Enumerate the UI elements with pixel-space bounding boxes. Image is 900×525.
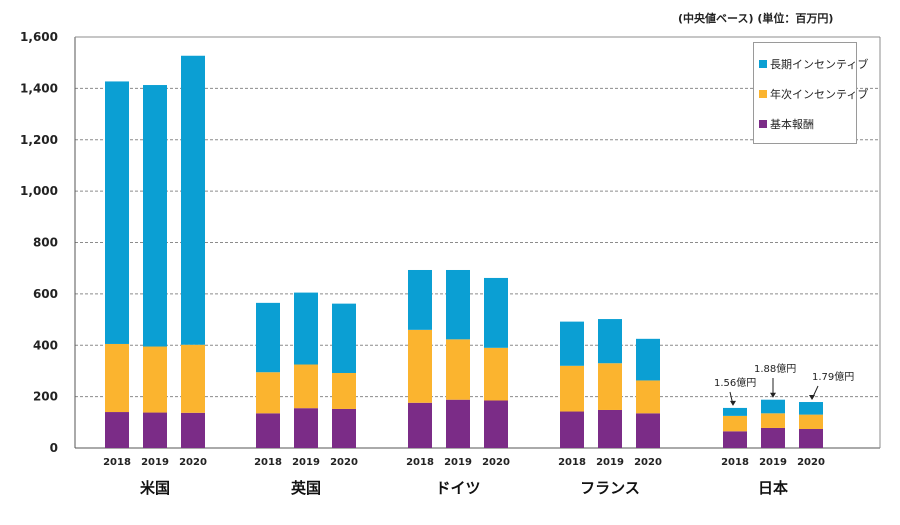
bar-segment-base: [484, 400, 508, 448]
bar-segment-long: [560, 321, 584, 366]
bar-segment-annual: [256, 372, 280, 414]
x-year-label: 2018: [558, 457, 586, 468]
x-year-label: 2019: [596, 457, 624, 468]
x-group-label: フランス: [580, 479, 640, 497]
x-group-label: 日本: [758, 479, 788, 497]
x-year-label: 2020: [797, 457, 825, 468]
bar-segment-base: [294, 408, 318, 448]
bar-segment-annual: [181, 344, 205, 413]
y-tick-label: 400: [33, 338, 58, 352]
bar-segment-annual: [636, 380, 660, 414]
bar-segment-base: [408, 402, 432, 448]
bar-segment-base: [560, 411, 584, 448]
bar-segment-long: [143, 85, 167, 347]
legend-item-base: 基本報酬: [759, 116, 814, 132]
bar-segment-long: [598, 319, 622, 364]
bar-segment-annual: [484, 347, 508, 401]
legend-item-long: 長期インセンティブ: [759, 56, 868, 72]
bar-segment-base: [598, 409, 622, 448]
x-year-label: 2018: [406, 457, 434, 468]
bar-segment-annual: [598, 363, 622, 410]
bar-segment-annual: [294, 364, 318, 409]
x-year-label: 2019: [759, 457, 787, 468]
bar-segment-base: [181, 412, 205, 448]
bar-segment-long: [761, 399, 785, 414]
bar-segment-long: [105, 81, 129, 344]
bar-segment-base: [332, 408, 356, 448]
bar-segment-base: [799, 428, 823, 448]
bar-segment-long: [723, 407, 747, 416]
x-group-label: ドイツ: [435, 479, 480, 497]
legend-label-annual: 年次インセンティブ: [770, 88, 869, 101]
y-tick-label: 0: [50, 441, 58, 455]
x-year-label: 2019: [292, 457, 320, 468]
bar-segment-long: [332, 303, 356, 373]
bar-segment-annual: [799, 414, 823, 429]
y-tick-label: 1,400: [20, 81, 58, 95]
legend-swatch-long: [759, 60, 767, 68]
legend-swatch-base: [759, 120, 767, 128]
bar-segment-base: [723, 431, 747, 448]
bar-segment-base: [256, 413, 280, 448]
bar-segment-long: [799, 402, 823, 415]
bar-segment-long: [181, 55, 205, 345]
y-tick-label: 1,000: [20, 184, 58, 198]
bar-segment-annual: [560, 365, 584, 412]
y-tick-label: 1,200: [20, 133, 58, 147]
unit-note: (中央値ベース) (単位：百万円): [678, 12, 834, 25]
bar-segment-annual: [105, 343, 129, 413]
y-tick-label: 600: [33, 287, 58, 301]
x-year-label: 2020: [330, 457, 358, 468]
bar-segment-annual: [446, 339, 470, 400]
x-year-label: 2018: [103, 457, 131, 468]
x-year-label: 2020: [634, 457, 662, 468]
bar-segment-long: [294, 292, 318, 365]
bar-segment-long: [484, 277, 508, 348]
annotation-label: 1.79億円: [812, 370, 854, 383]
x-year-label: 2019: [141, 457, 169, 468]
bar-segment-annual: [408, 329, 432, 403]
legend-label-long: 長期インセンティブ: [770, 58, 869, 71]
bar-segment-long: [446, 269, 470, 340]
legend-item-annual: 年次インセンティブ: [759, 86, 868, 102]
annotation-arrow-head: [809, 395, 815, 401]
bar-segment-base: [105, 412, 129, 448]
bar-segment-base: [143, 412, 167, 448]
bar-segment-annual: [143, 346, 167, 413]
bar-segment-annual: [723, 415, 747, 432]
annotation-label: 1.56億円: [714, 376, 756, 389]
x-group-label: 米国: [140, 479, 170, 497]
bar-segment-long: [256, 302, 280, 373]
x-year-label: 2018: [721, 457, 749, 468]
legend-swatch-annual: [759, 90, 767, 98]
x-group-label: 英国: [291, 479, 321, 497]
x-year-label: 2018: [254, 457, 282, 468]
bar-segment-annual: [332, 372, 356, 409]
y-tick-label: 800: [33, 236, 58, 250]
bar-segment-base: [761, 427, 785, 448]
x-year-label: 2020: [482, 457, 510, 468]
bar-segment-base: [446, 399, 470, 448]
legend: 長期インセンティブ 年次インセンティブ 基本報酬: [753, 42, 868, 144]
annotation-arrow-head: [770, 392, 776, 398]
y-tick-label: 200: [33, 390, 58, 404]
x-year-label: 2019: [444, 457, 472, 468]
y-tick-label: 1,600: [20, 30, 58, 44]
bar-segment-annual: [761, 413, 785, 428]
bar-segment-base: [636, 413, 660, 448]
x-year-label: 2020: [179, 457, 207, 468]
legend-label-base: 基本報酬: [770, 118, 814, 131]
annotation-label: 1.88億円: [754, 362, 796, 375]
annotation-arrow-head: [730, 400, 736, 406]
bar-segment-long: [636, 338, 660, 381]
bar-segment-long: [408, 269, 432, 330]
